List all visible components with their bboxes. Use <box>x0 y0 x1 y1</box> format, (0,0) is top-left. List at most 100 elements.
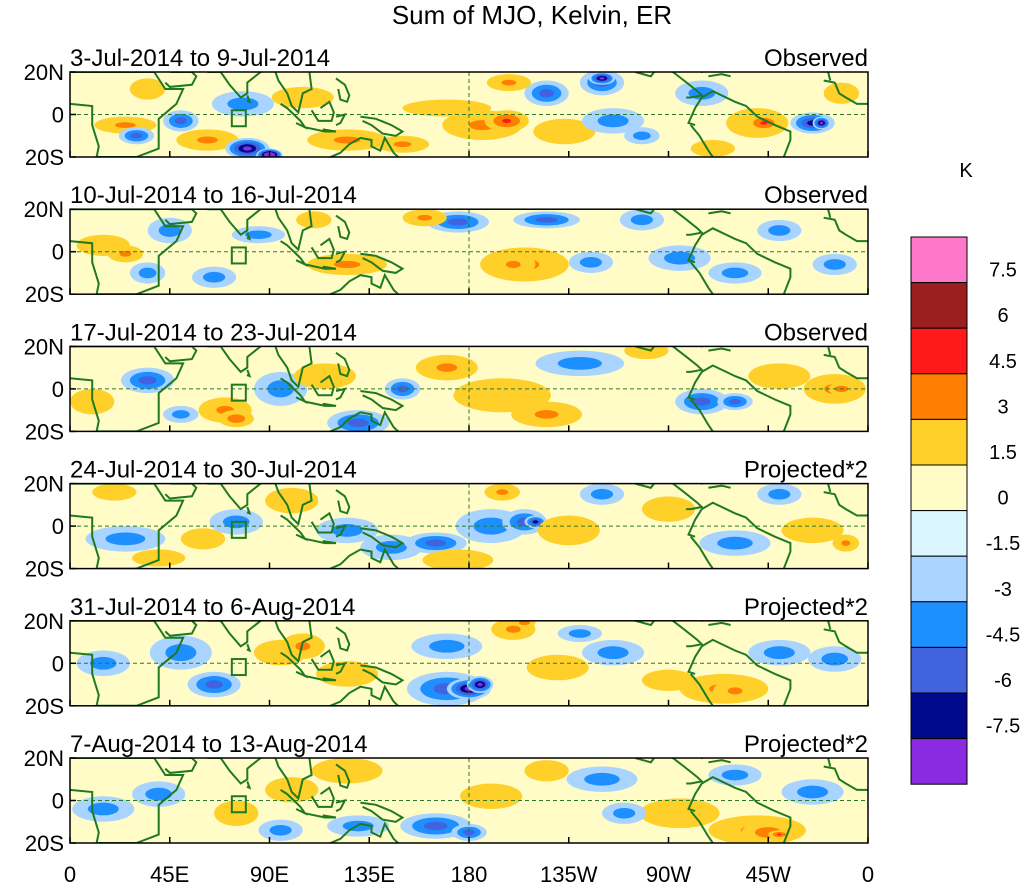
anomaly-contour <box>425 539 447 547</box>
colorbar-swatch <box>910 738 968 785</box>
region-box <box>230 795 247 814</box>
anomaly-contour <box>655 674 682 686</box>
colorbar-swatch <box>910 236 968 284</box>
anomaly-contour <box>138 83 157 95</box>
colorbar-label: -3 <box>994 579 1012 601</box>
anomaly-contour <box>729 398 741 405</box>
coastline <box>687 638 792 706</box>
coastline <box>327 684 399 706</box>
coastline <box>164 483 198 500</box>
anomaly-contour <box>692 397 711 406</box>
coastline <box>207 209 313 252</box>
anomaly-contour <box>242 146 252 151</box>
coastline <box>360 252 405 274</box>
coastline <box>164 72 198 88</box>
anomaly-contour <box>763 369 795 383</box>
coastline <box>360 801 405 823</box>
coastline <box>823 353 868 380</box>
coastline <box>689 536 714 569</box>
anomaly-contour <box>832 87 851 99</box>
coastline <box>635 72 704 99</box>
x-tick-label: 45W <box>746 862 791 887</box>
anomaly-contour <box>630 214 653 226</box>
y-tick-label: 0 <box>52 103 64 128</box>
x-tick-label: 90W <box>646 862 691 887</box>
coastline <box>246 232 252 241</box>
coastline <box>280 651 309 679</box>
coastline <box>246 506 252 515</box>
coastline <box>335 524 347 538</box>
anomaly-contour <box>203 271 226 283</box>
coastline <box>360 527 405 549</box>
region-box <box>230 658 247 677</box>
anomaly-contour <box>463 829 475 836</box>
coastline <box>310 374 335 397</box>
coastline <box>827 758 832 767</box>
colorbar-units: K <box>959 160 973 182</box>
panel-date-range: 31-Jul-2014 to 6-Aug-2014 <box>70 594 356 621</box>
anomaly-contour <box>115 122 136 128</box>
coastline <box>823 491 868 517</box>
anomaly-contour <box>89 656 117 670</box>
anomaly-contour <box>205 680 223 689</box>
panel-field <box>70 346 868 432</box>
coastline <box>70 483 185 569</box>
anomaly-contour <box>768 488 791 500</box>
anomaly-contour <box>633 131 651 140</box>
anomaly-contour <box>269 824 292 836</box>
anomaly-contour <box>87 802 119 816</box>
coastline <box>827 346 832 356</box>
anomaly-contour <box>763 646 795 660</box>
coastline <box>360 115 405 137</box>
y-tick-label: 20N <box>24 334 64 359</box>
coastline <box>708 210 731 215</box>
coastline <box>335 799 347 813</box>
anomaly-contour <box>278 494 305 507</box>
coastline <box>335 489 351 515</box>
anomaly-contour <box>304 215 323 225</box>
colorbar-swatch <box>910 418 968 466</box>
x-tick-label: 135W <box>540 862 598 887</box>
panel-field <box>70 72 868 157</box>
anomaly-contour <box>103 487 126 497</box>
colorbar-swatch <box>910 510 968 557</box>
coastline <box>335 250 347 264</box>
anomaly-contour <box>333 260 361 268</box>
coastline <box>708 73 731 78</box>
coastline <box>827 620 832 630</box>
anomaly-contour <box>579 257 603 268</box>
colorbar-label: -6 <box>994 670 1012 692</box>
coastline <box>304 263 337 270</box>
anomaly-contour <box>548 125 580 138</box>
anomaly-contour <box>158 224 181 237</box>
anomaly-contour <box>231 416 241 421</box>
anomaly-contour <box>309 369 341 383</box>
colorbar-label: 3 <box>997 396 1008 418</box>
anomaly-contour <box>760 121 768 125</box>
panel: 24-Jul-2014 to 30-Jul-2014 Projected*2 20N… <box>24 457 869 582</box>
coastline <box>335 661 347 675</box>
coastline <box>310 786 335 808</box>
chart-title: Sum of MJO, Kelvin, ER <box>392 0 672 30</box>
coastline <box>70 72 185 157</box>
coastline <box>708 621 731 626</box>
anomaly-contour <box>393 141 412 148</box>
x-tick-label: 90E <box>250 862 289 887</box>
coastline <box>207 758 313 801</box>
colorbar-label: 1.5 <box>989 442 1017 464</box>
y-tick-label: 20N <box>24 609 64 634</box>
coastline <box>70 620 185 706</box>
coastline <box>687 775 792 843</box>
colorbar-swatch <box>910 464 968 512</box>
panel-source-tag: Projected*2 <box>744 731 868 758</box>
y-tick-label: 20S <box>25 557 64 582</box>
anomaly-contour <box>89 240 117 251</box>
colorbar-swatch <box>910 555 968 603</box>
anomaly-contour <box>535 765 558 777</box>
colorbar-label: -1.5 <box>986 533 1020 555</box>
coastline <box>70 209 185 295</box>
anomaly-contour <box>145 787 172 801</box>
colorbar-swatch <box>910 646 968 694</box>
coastline <box>280 514 309 542</box>
anomaly-contour <box>655 502 682 516</box>
